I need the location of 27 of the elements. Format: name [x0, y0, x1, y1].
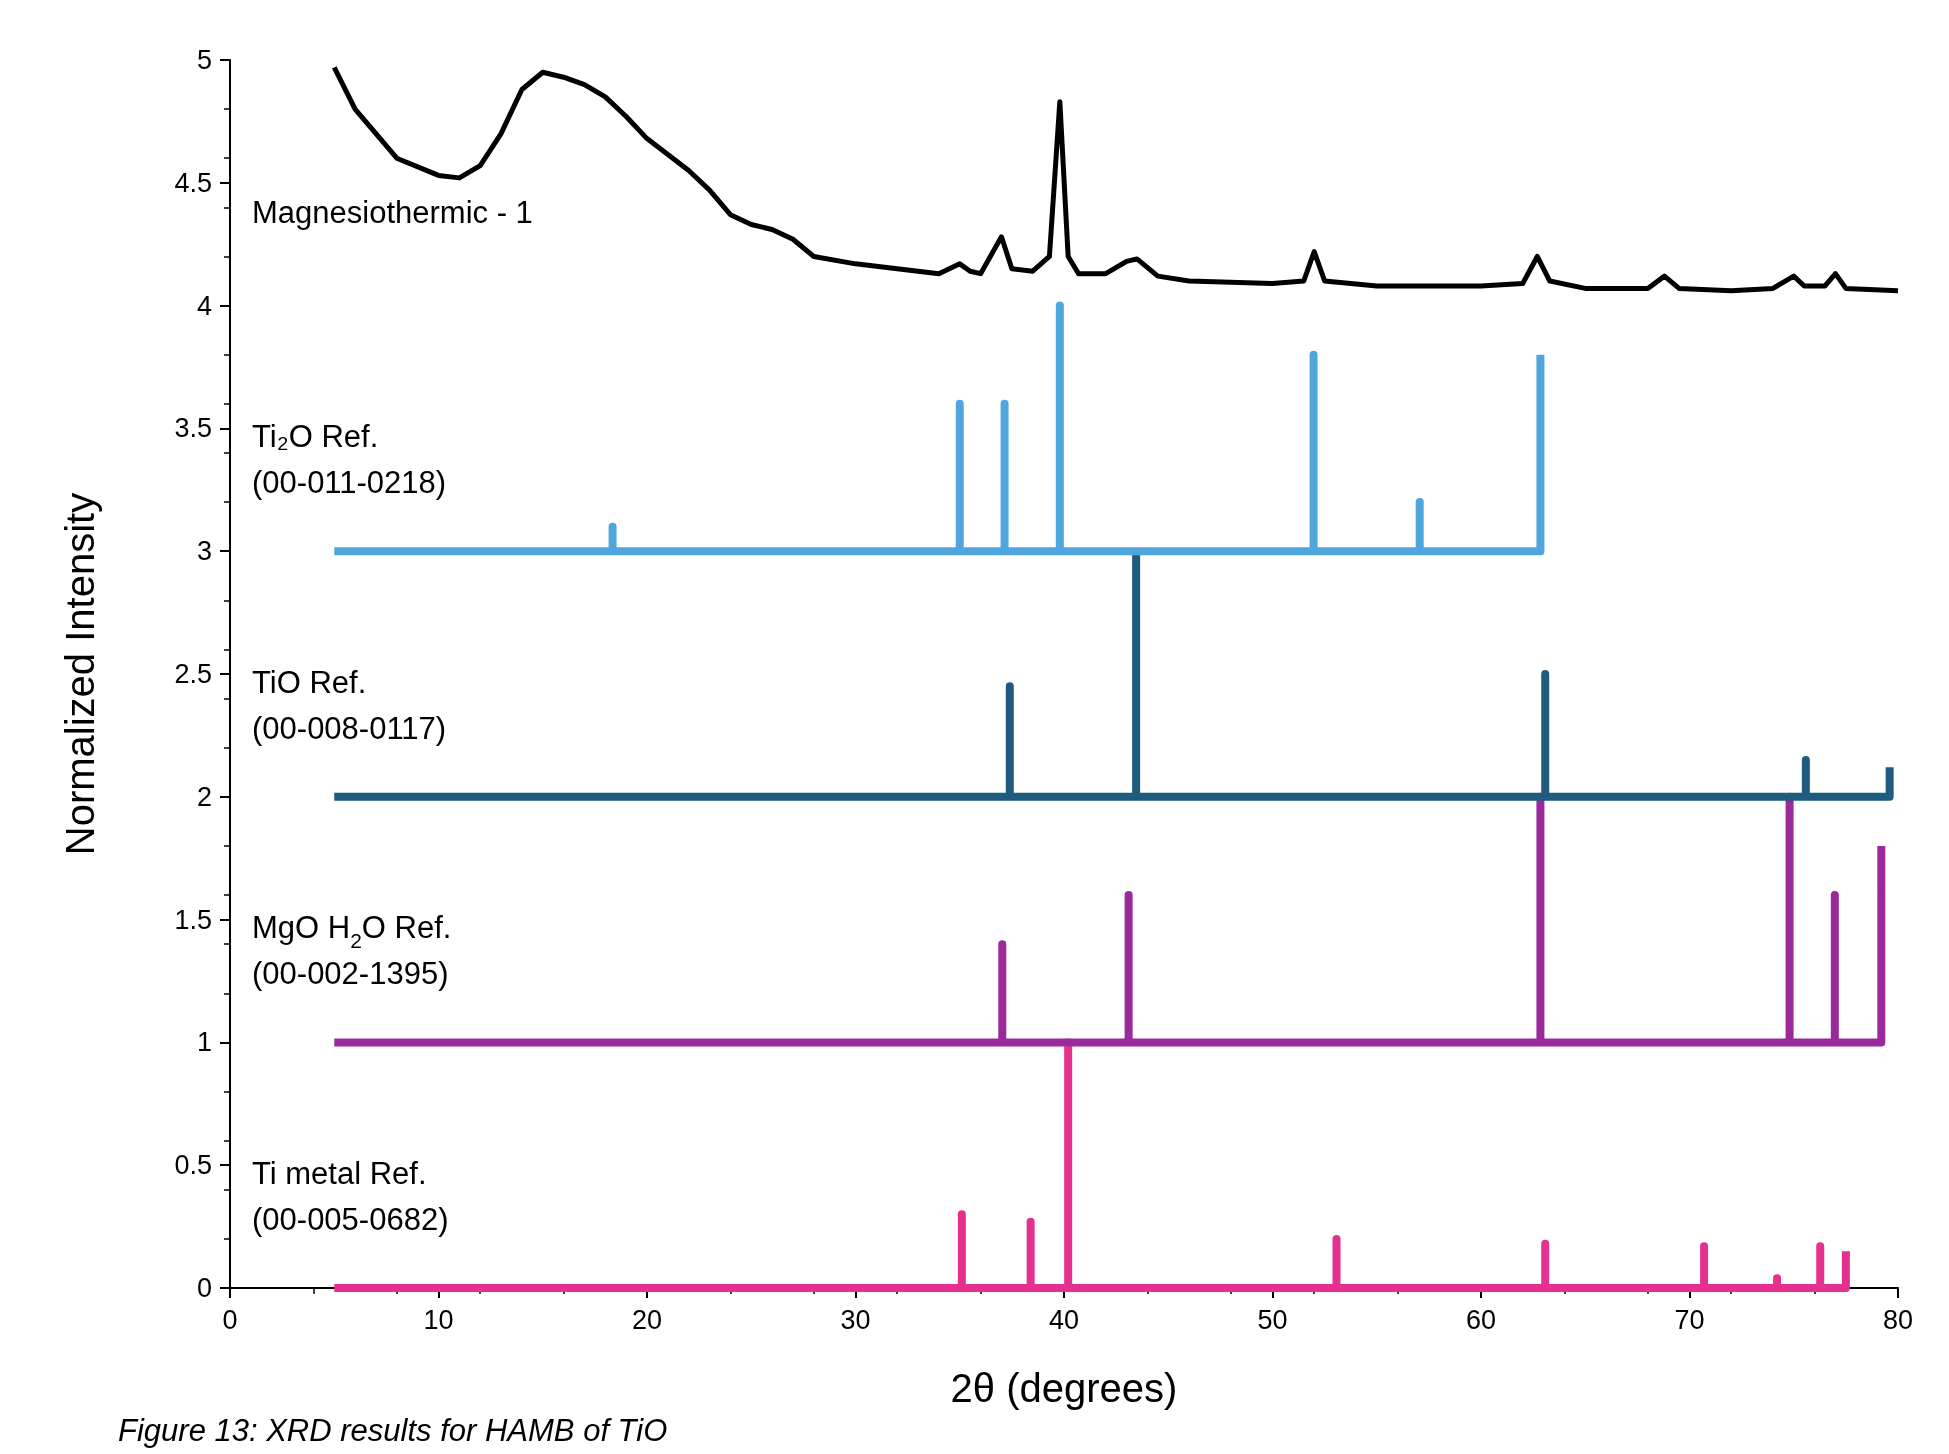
x-tick-label: 0: [222, 1304, 238, 1335]
y-tick-label: 5: [196, 45, 212, 75]
y-tick-label: 3: [196, 536, 212, 567]
x-tick-label: 30: [840, 1304, 871, 1335]
caption: Figure 13: XRD results for HAMB of TiO: [118, 1413, 668, 1448]
series-label: Ti₂O Ref. (00-011-0218): [252, 419, 447, 501]
x-tick-label: 80: [1882, 1304, 1914, 1335]
y-axis-title: Normalized Intensity: [58, 492, 102, 856]
x-axis-title: 2θ (degrees): [950, 1366, 1178, 1410]
x-tick-label: 50: [1257, 1304, 1288, 1335]
x-tick-label: 20: [631, 1304, 663, 1335]
series-label: Ti metal Ref. (00-005-0682): [252, 1155, 449, 1237]
x-tick-label: 70: [1674, 1304, 1705, 1335]
y-tick-label: 1: [196, 1027, 212, 1058]
series-label: TiO Ref. (00-008-0117): [252, 664, 447, 746]
y-tick-label: 3.5: [174, 413, 212, 444]
y-tick-label: 4.5: [174, 167, 212, 198]
y-tick-label: 4: [196, 290, 212, 321]
x-tick-label: 40: [1048, 1304, 1080, 1335]
x-tick-label: 60: [1465, 1304, 1497, 1335]
x-tick-label: 10: [423, 1304, 454, 1335]
y-tick-label: 2: [196, 781, 212, 812]
series-label: Magnesiothermic - 1: [252, 194, 533, 230]
y-tick-label: 2.5: [174, 659, 212, 689]
y-tick-label: 0: [196, 1273, 212, 1303]
y-tick-label: 0.5: [174, 1150, 212, 1181]
y-tick-label: 1.5: [174, 904, 212, 935]
